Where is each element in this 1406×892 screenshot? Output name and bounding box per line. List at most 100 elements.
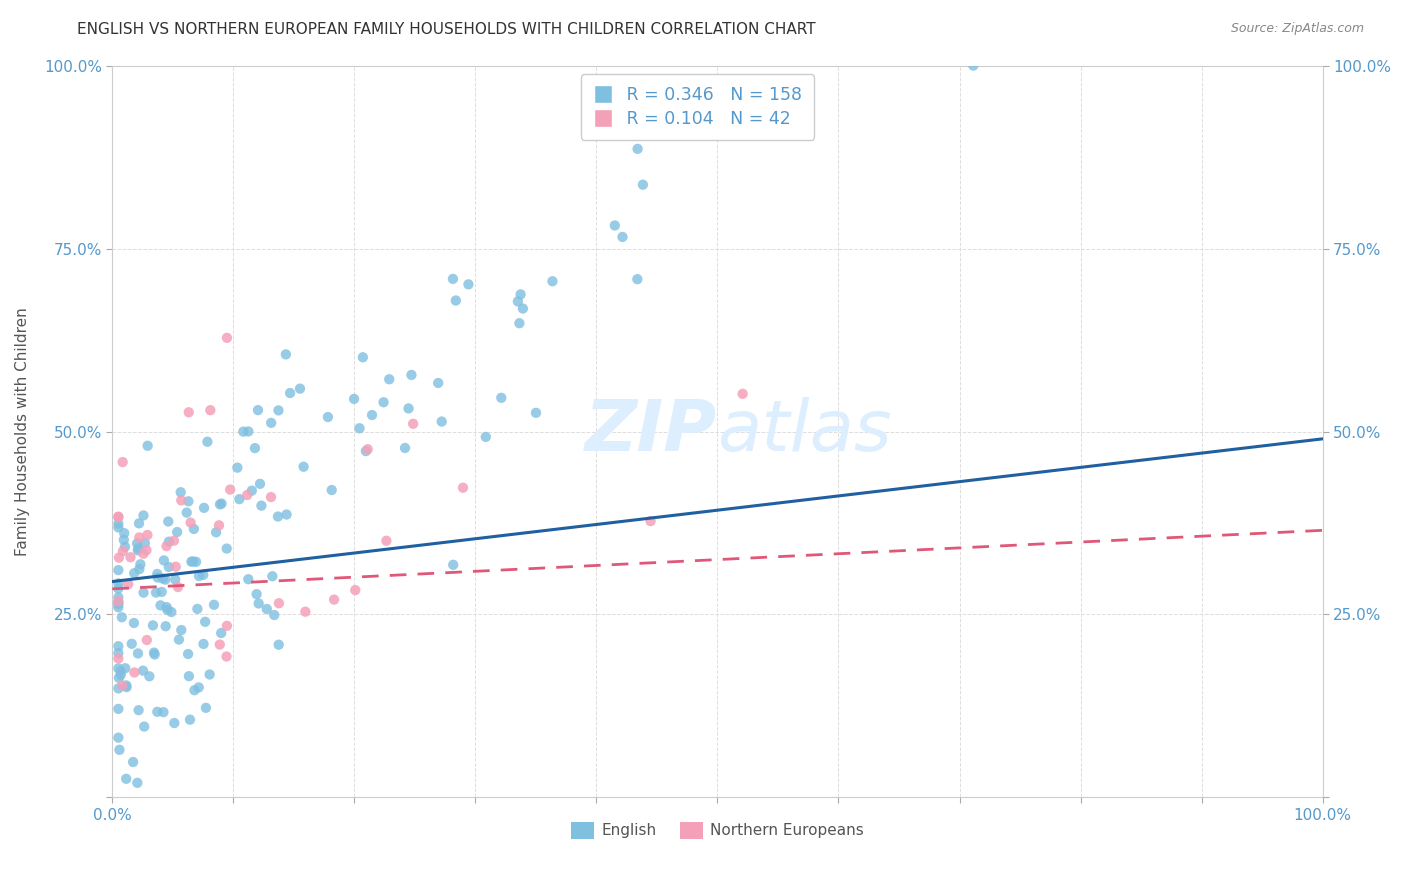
Point [107,510,129,524]
Point [115,680,138,694]
Point [292,459,315,474]
Point [349,421,371,435]
Point [170,623,193,637]
Point [183,522,205,536]
Point [181,554,204,568]
Point [211,497,233,511]
Point [215,619,238,633]
Point [180,555,202,569]
Point [167,632,190,647]
Point [156,600,179,615]
Point [250,499,273,513]
Text: atlas: atlas [717,397,891,466]
Point [114,540,136,554]
Point [107,520,129,534]
Point [208,518,231,533]
Point [128,516,150,531]
Point [107,516,129,531]
Point [136,528,159,542]
Point [157,560,180,574]
Point [603,219,626,233]
Point [246,403,269,417]
Point [294,605,316,619]
Point [491,391,513,405]
Point [107,594,129,608]
Point [200,403,222,417]
Point [170,485,193,500]
Point [323,592,346,607]
Point [111,455,134,469]
Point [112,533,135,547]
Point [441,272,464,286]
Point [165,559,187,574]
Point [165,573,187,587]
Point [401,368,423,382]
Point [344,583,367,598]
Point [152,572,174,586]
Point [145,585,167,599]
Point [197,434,219,449]
Point [132,664,155,678]
Point [107,600,129,615]
Point [122,566,145,581]
Y-axis label: Family Households with Children: Family Households with Children [15,307,30,556]
Point [127,541,149,556]
Point [202,598,225,612]
Point [180,516,202,530]
Point [177,669,200,683]
Point [506,294,529,309]
Point [111,678,134,692]
Point [441,558,464,572]
Point [267,403,290,417]
Text: ZIP: ZIP [585,397,717,466]
Point [612,230,634,244]
Point [232,425,254,439]
Point [731,387,754,401]
Point [127,647,149,661]
Point [129,558,152,572]
Point [120,550,142,565]
Point [524,406,547,420]
Point [146,571,169,585]
Point [142,618,165,632]
Point [205,525,228,540]
Point [155,619,177,633]
Point [238,572,260,586]
Point [115,772,138,786]
Point [134,720,156,734]
Point [114,661,136,675]
Point [107,651,129,665]
Point [179,713,201,727]
Point [288,382,311,396]
Point [186,602,208,616]
Point [157,534,180,549]
Point [193,567,215,582]
Point [107,731,129,745]
Point [107,661,129,675]
Point [267,596,290,610]
Point [188,569,211,583]
Point [375,533,398,548]
Point [152,705,174,719]
Point [127,543,149,558]
Point [475,430,498,444]
Point [209,626,232,640]
Point [187,681,209,695]
Point [166,524,188,539]
Point [128,703,150,717]
Point [238,425,260,439]
Point [111,610,134,624]
Point [215,331,238,345]
Point [107,563,129,577]
Point [107,597,129,611]
Point [198,667,221,681]
Point [398,401,420,416]
Point [167,580,190,594]
Text: ENGLISH VS NORTHERN EUROPEAN FAMILY HOUSEHOLDS WITH CHILDREN CORRELATION CHART: ENGLISH VS NORTHERN EUROPEAN FAMILY HOUS… [77,22,815,37]
Point [243,441,266,455]
Point [160,605,183,619]
Point [731,112,754,127]
Point [236,488,259,502]
Point [352,351,374,365]
Point [110,667,132,681]
